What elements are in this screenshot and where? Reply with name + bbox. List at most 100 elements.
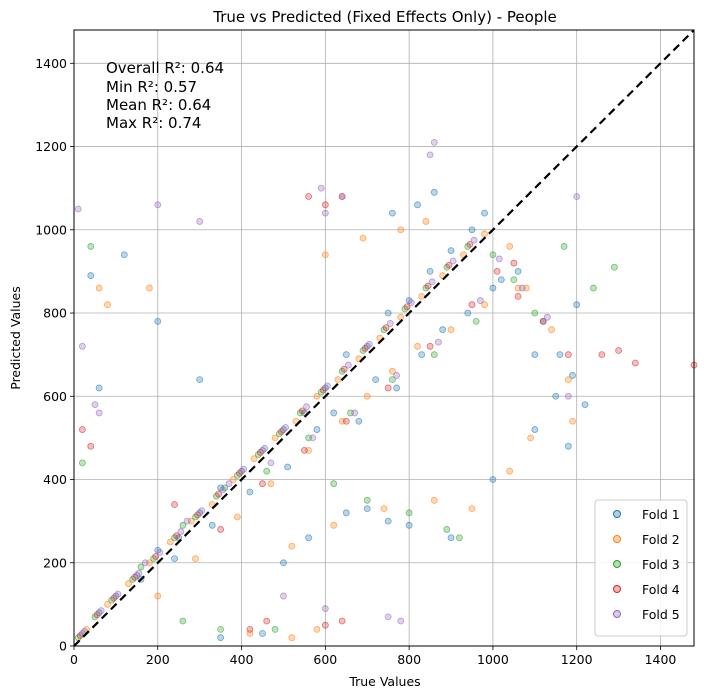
x-tick-label: 600: [313, 652, 337, 667]
data-point: [430, 496, 438, 504]
data-point: [257, 449, 264, 456]
data-point: [527, 434, 535, 442]
data-point: [177, 528, 185, 535]
reference-line: [73, 29, 695, 647]
x-tick-label: 800: [397, 652, 421, 667]
data-point: [569, 372, 576, 379]
data-point: [171, 501, 178, 508]
data-point: [573, 301, 581, 309]
data-point: [233, 513, 241, 521]
data-point: [215, 490, 222, 498]
data-point: [560, 243, 568, 250]
data-point: [424, 282, 432, 290]
data-point: [422, 218, 430, 225]
data-point: [426, 342, 434, 350]
data-point: [426, 151, 434, 159]
data-point: [355, 417, 363, 425]
data-point: [456, 534, 463, 542]
data-point: [466, 240, 474, 248]
data-point: [539, 317, 547, 325]
data-point: [384, 517, 392, 525]
data-point: [282, 424, 289, 431]
data-point: [476, 297, 484, 304]
data-point: [340, 365, 348, 373]
x-tick-label: 400: [230, 652, 254, 667]
data-point: [240, 465, 248, 473]
data-point: [403, 303, 411, 311]
data-point: [506, 467, 514, 475]
data-point: [263, 617, 271, 625]
data-point: [280, 559, 287, 567]
data-point: [330, 521, 338, 529]
data-point: [615, 347, 622, 354]
data-point: [324, 382, 331, 390]
grid: [73, 30, 694, 647]
data-point: [481, 209, 488, 217]
data-point: [397, 617, 405, 625]
y-tick-label: 0: [59, 639, 67, 654]
data-point: [267, 480, 275, 488]
series-fold-4: [76, 193, 698, 639]
data-point: [506, 243, 514, 250]
data-point: [154, 592, 162, 600]
data-point: [447, 247, 455, 254]
data-point: [361, 345, 369, 352]
data-point: [481, 230, 488, 238]
legend-label-fold-3: Fold 3: [642, 557, 680, 572]
legend-marker-fold-3: [613, 560, 621, 568]
legend-marker-fold-4: [613, 585, 621, 593]
data-point: [267, 459, 275, 467]
data-point: [414, 201, 421, 209]
x-axis-label: True Values: [348, 674, 420, 689]
data-point: [120, 251, 128, 259]
y-tick-label: 1400: [35, 56, 67, 71]
data-point: [397, 313, 405, 321]
data-point: [219, 486, 227, 494]
data-point: [590, 284, 597, 292]
data-point: [418, 351, 426, 359]
series-fold-5: [74, 138, 581, 635]
data-point: [271, 625, 279, 633]
data-point: [447, 326, 455, 334]
data-point: [464, 309, 472, 317]
annotation-min-r2: Min R²: 0.57: [106, 78, 197, 96]
data-point: [363, 496, 371, 504]
annotation-mean-r2: Mean R²: 0.64: [106, 96, 211, 114]
data-point: [384, 384, 392, 392]
data-point: [468, 226, 476, 234]
data-point: [303, 403, 310, 411]
data-point: [183, 517, 191, 525]
y-axis-ticks: 0 200 400 600 800 1000 1200 1400: [35, 56, 74, 654]
data-point: [166, 538, 174, 546]
data-point: [470, 236, 478, 244]
data-point: [104, 600, 111, 608]
data-point: [388, 209, 396, 217]
y-tick-label: 1200: [35, 139, 67, 154]
data-point: [493, 268, 501, 275]
data-point: [321, 201, 329, 209]
x-tick-label: 200: [146, 652, 170, 667]
legend-label-fold-2: Fold 2: [642, 532, 680, 547]
y-tick-label: 800: [43, 306, 67, 321]
x-tick-label: 1200: [561, 652, 593, 667]
data-point: [246, 625, 254, 633]
data-point: [87, 272, 95, 279]
data-point: [556, 351, 564, 359]
data-point: [284, 463, 292, 471]
legend-label-fold-1: Fold 1: [642, 507, 680, 522]
data-point: [179, 521, 187, 529]
data-point: [397, 226, 405, 234]
data-point: [91, 401, 99, 408]
data-point: [344, 361, 352, 369]
data-point: [384, 309, 392, 317]
series-fold-3: [74, 243, 618, 642]
data-point: [393, 372, 400, 379]
data-point: [192, 555, 199, 562]
data-point: [443, 526, 451, 533]
data-point: [531, 351, 539, 359]
data-point: [468, 505, 476, 513]
legend-marker-fold-2: [613, 535, 621, 543]
data-point: [382, 324, 390, 331]
data-point: [277, 428, 285, 436]
